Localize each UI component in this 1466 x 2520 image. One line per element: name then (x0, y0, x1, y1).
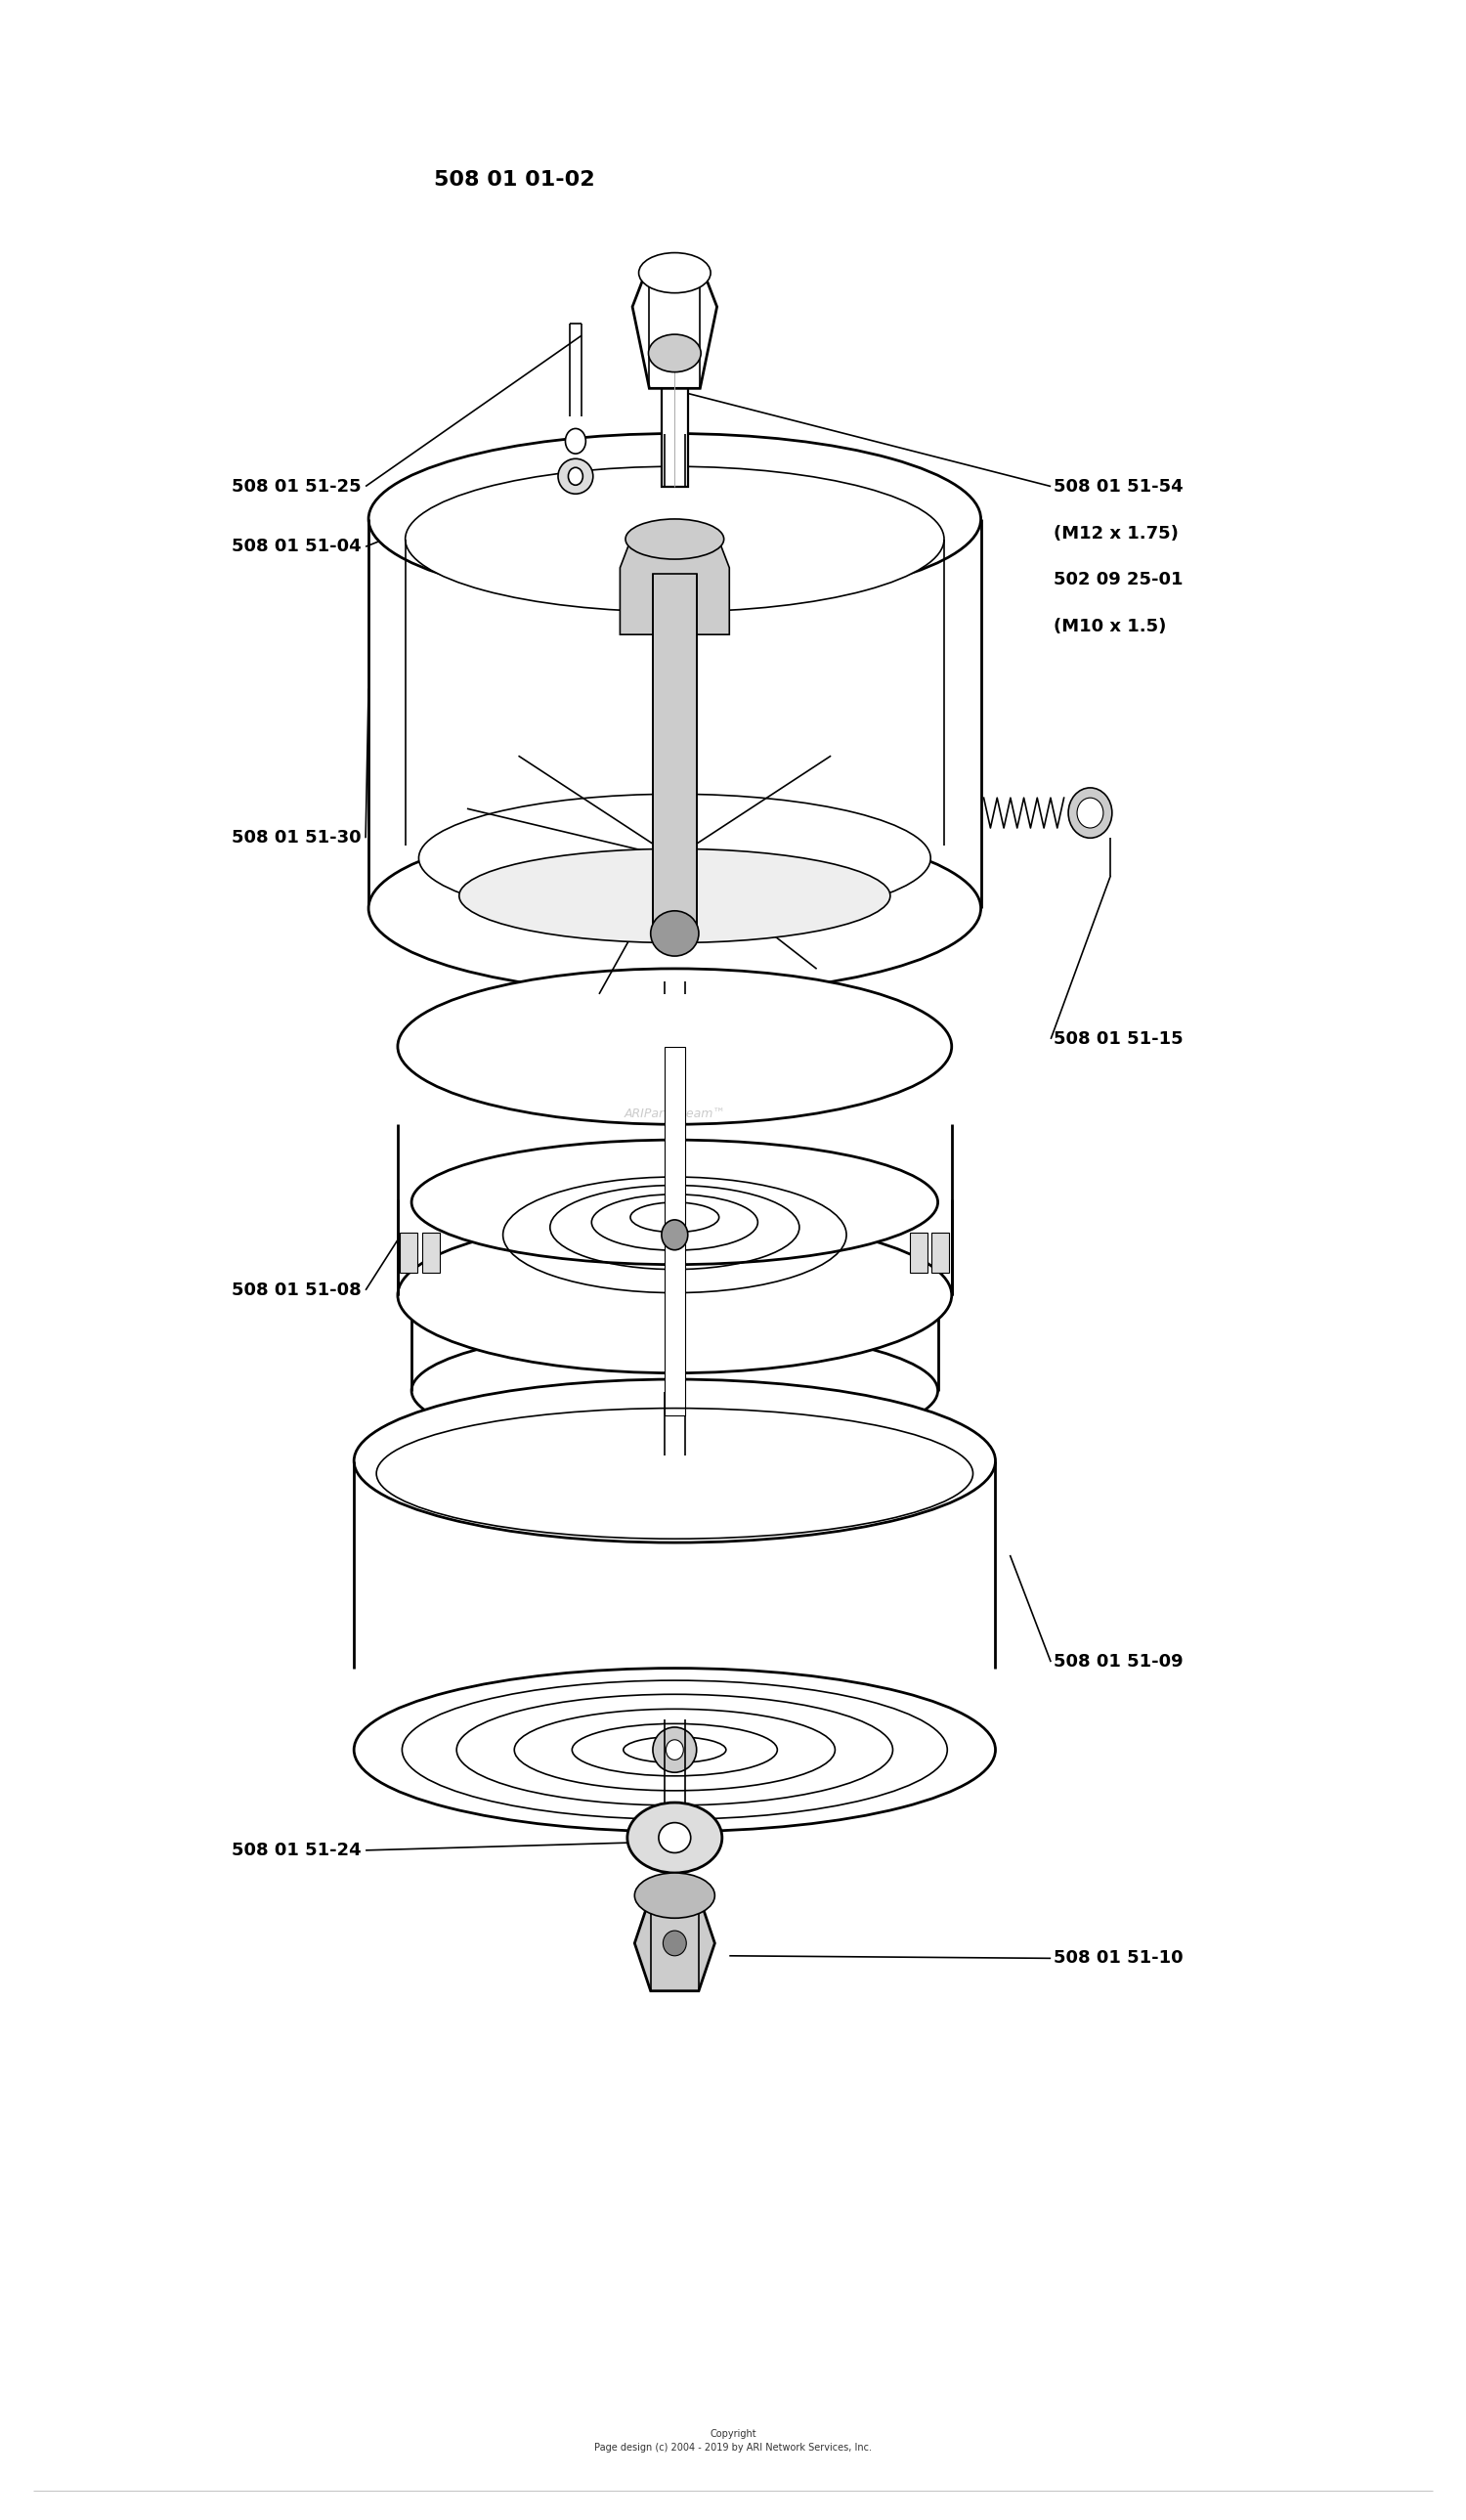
Ellipse shape (651, 910, 699, 955)
Text: 508 01 01-02: 508 01 01-02 (434, 171, 595, 189)
Ellipse shape (626, 519, 724, 559)
Polygon shape (632, 262, 717, 388)
Text: 508 01 51-30: 508 01 51-30 (232, 829, 361, 847)
Ellipse shape (566, 428, 586, 454)
Ellipse shape (353, 1378, 995, 1542)
Text: 508 01 51-15: 508 01 51-15 (1054, 1031, 1183, 1048)
Ellipse shape (658, 1822, 690, 1852)
Ellipse shape (412, 1139, 938, 1265)
Ellipse shape (368, 824, 981, 993)
Text: 508 01 51-04: 508 01 51-04 (232, 537, 361, 554)
Ellipse shape (569, 469, 583, 484)
Bar (932, 1232, 950, 1273)
Bar (652, 575, 696, 932)
Ellipse shape (397, 1217, 951, 1373)
Bar (400, 1232, 418, 1273)
Ellipse shape (666, 1739, 683, 1759)
Ellipse shape (635, 1872, 715, 1918)
Ellipse shape (648, 335, 701, 373)
Bar (661, 368, 688, 486)
Ellipse shape (368, 433, 981, 605)
Bar (664, 1046, 685, 1416)
Ellipse shape (412, 1328, 938, 1454)
Ellipse shape (397, 968, 951, 1124)
Text: 508 01 51-25: 508 01 51-25 (232, 479, 361, 494)
Ellipse shape (559, 459, 594, 494)
Text: (M12 x 1.75): (M12 x 1.75) (1054, 524, 1179, 542)
Ellipse shape (1069, 789, 1113, 839)
Bar (910, 1232, 927, 1273)
Text: 508 01 51-09: 508 01 51-09 (1054, 1653, 1183, 1671)
Ellipse shape (639, 252, 711, 292)
Text: Copyright
Page design (c) 2004 - 2019 by ARI Network Services, Inc.: Copyright Page design (c) 2004 - 2019 by… (594, 2429, 872, 2452)
Ellipse shape (661, 1220, 688, 1250)
Text: 502 09 25-01: 502 09 25-01 (1054, 570, 1183, 587)
Ellipse shape (405, 466, 944, 612)
Text: 508 01 51-08: 508 01 51-08 (232, 1280, 361, 1298)
Polygon shape (620, 539, 730, 635)
Ellipse shape (1078, 799, 1104, 829)
Ellipse shape (459, 849, 890, 942)
Ellipse shape (652, 1726, 696, 1772)
Ellipse shape (353, 1668, 995, 1832)
Text: (M10 x 1.5): (M10 x 1.5) (1054, 617, 1167, 635)
Text: 508 01 51-10: 508 01 51-10 (1054, 1950, 1183, 1968)
Ellipse shape (627, 1802, 723, 1872)
Bar (422, 1232, 440, 1273)
Text: 508 01 51-24: 508 01 51-24 (232, 1842, 361, 1860)
Text: ARIPartStream™: ARIPartStream™ (625, 1109, 726, 1121)
Ellipse shape (419, 794, 931, 922)
Ellipse shape (663, 1930, 686, 1956)
Text: 508 01 51-54: 508 01 51-54 (1054, 479, 1183, 494)
Polygon shape (635, 1895, 715, 1991)
